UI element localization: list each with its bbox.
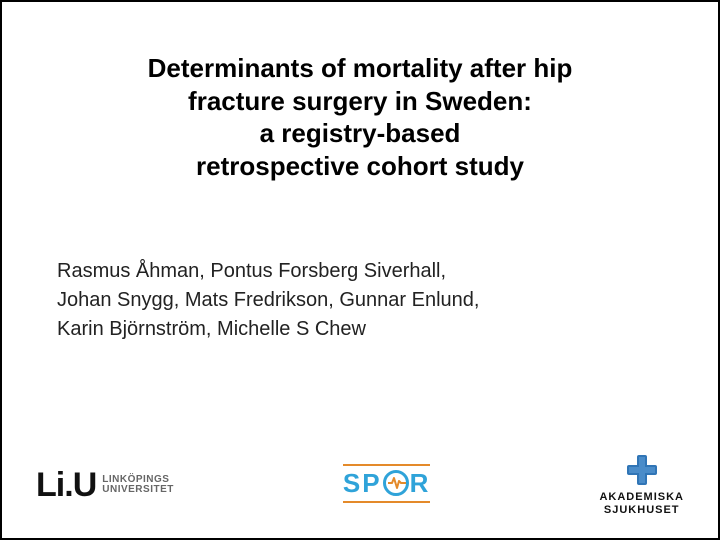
spor-letters-after: R [410, 468, 431, 499]
liu-wordmark-icon: Li.U [36, 466, 96, 505]
title-line-3: a registry-based [62, 117, 658, 150]
akademiska-line-1: AKADEMISKA [599, 491, 684, 504]
liu-mark-dot: . [64, 466, 72, 504]
liu-mark-l: L [36, 466, 56, 504]
liu-text: LINKÖPINGS UNIVERSITET [102, 475, 174, 496]
footer-logos: Li.U LINKÖPINGS UNIVERSITET SP R [2, 450, 718, 520]
title-line-2: fracture surgery in Sweden: [62, 85, 658, 118]
authors-line-3: Karin Björnström, Michelle S Chew [57, 315, 658, 344]
spor-o-pulse-icon [383, 470, 409, 496]
liu-mark-u: U [73, 466, 97, 504]
spor-underline-icon [343, 501, 430, 503]
spor-overline-icon [343, 464, 430, 466]
title-block: Determinants of mortality after hip frac… [62, 52, 658, 182]
liu-logo: Li.U LINKÖPINGS UNIVERSITET [36, 466, 174, 505]
title-line-4: retrospective cohort study [62, 150, 658, 183]
authors-block: Rasmus Åhman, Pontus Forsberg Siverhall,… [57, 257, 658, 344]
spor-logo: SP R [343, 464, 430, 507]
spor-letters: SP R [343, 468, 430, 499]
spor-wrap: SP R [343, 464, 430, 503]
akademiska-text: AKADEMISKA SJUKHUSET [599, 491, 684, 516]
slide: Determinants of mortality after hip frac… [0, 0, 720, 540]
title-line-1: Determinants of mortality after hip [62, 52, 658, 85]
akademiska-logo: AKADEMISKA SJUKHUSET [599, 453, 684, 516]
liu-mark-i: i [56, 466, 64, 504]
liu-text-line-2: UNIVERSITET [102, 485, 174, 496]
medical-cross-icon [625, 453, 659, 487]
akademiska-line-2: SJUKHUSET [599, 504, 684, 517]
authors-line-2: Johan Snygg, Mats Fredrikson, Gunnar Enl… [57, 286, 658, 315]
spor-letters-before: SP [343, 468, 382, 499]
authors-line-1: Rasmus Åhman, Pontus Forsberg Siverhall, [57, 257, 658, 286]
